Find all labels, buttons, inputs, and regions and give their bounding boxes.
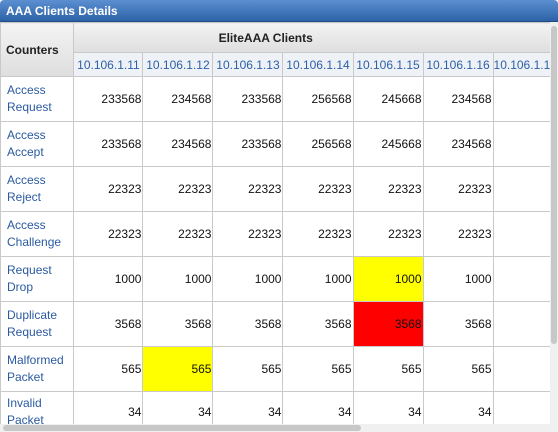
counter-label-line: Access [7,128,46,142]
ip-column-header[interactable]: 10.106.1.13 [212,52,284,77]
table-cell: 234568 [422,121,494,167]
table-cell: 1000 [212,256,284,302]
counter-label[interactable]: Access Reject [0,166,75,212]
counters-header[interactable]: Counters [0,22,75,77]
clients-table: Counters EliteAAA Clients 10.106.1.11 10.… [0,22,558,432]
table-cell: 22323 [212,166,284,212]
table-cell: 1000 [282,256,354,302]
table-cell: 22323 [142,211,214,257]
table-cell: 1000 [352,256,424,302]
panel-title: AAA Clients Details [6,4,118,18]
table-cell: 233568 [73,76,144,122]
ip-column-header[interactable]: 10.106.1.17 [492,52,558,77]
counter-label[interactable]: Duplicate Request [0,301,75,347]
table-cell: 22323 [282,166,354,212]
counter-label-line: Duplicate [7,308,58,322]
ip-column-header[interactable]: 10.106.1.14 [282,52,354,77]
table-cell: 3568 [73,301,144,347]
counter-label-line: Packet [7,412,44,427]
table-cell: 256568 [282,121,354,167]
ip-column-header[interactable]: 10.106.1.16 [422,52,494,77]
counter-label[interactable]: Access Accept [0,121,75,167]
counter-label-line: Access [7,83,46,97]
table-cell: 245668 [352,121,424,167]
table-cell: 233568 [212,76,284,122]
table-row: Duplicate Request 3568 3568 3568 3568 3568 3568 [0,301,558,347]
table-cell [492,256,558,302]
horizontal-scroll-thumb[interactable] [3,425,361,431]
table-cell: 22323 [282,211,354,257]
table-cell: 233568 [73,121,144,167]
table-cell: 565 [73,346,144,392]
counter-label-line: Drop [7,280,34,294]
table-cell: 22323 [352,166,424,212]
panel-titlebar: AAA Clients Details [0,0,558,22]
table-cell: 3568 [282,301,354,347]
table-cell [492,76,558,122]
counter-label[interactable]: Request Drop [0,256,75,302]
counter-label-line: Packet [7,370,44,384]
table-row: Request Drop 1000 1000 1000 1000 1000 1000 [0,256,558,302]
counter-label-line: Accept [7,145,44,159]
counter-label-line: Access [7,218,46,232]
table-cell: 256568 [282,76,354,122]
table-cell: 565 [282,346,354,392]
ip-column-header[interactable]: 10.106.1.12 [142,52,214,77]
table-cell: 22323 [73,166,144,212]
table-cell: 565 [142,346,214,392]
table-cell [492,121,558,167]
counter-label-line: Access [7,173,46,187]
table-row: Access Reject 22323 22323 22323 22323 22323 223… [0,166,558,212]
table-cell: 233568 [212,121,284,167]
counter-label-line: Invalid [7,395,42,410]
table-row: Access Challenge 22323 22323 22323 22323 22323… [0,211,558,257]
counter-label-line: Request [7,100,52,114]
counter-label[interactable]: Access Request [0,76,75,122]
counter-label-line: Challenge [7,235,62,249]
table-row: Access Accept 233568 234568 233568 256568 2456… [0,121,558,167]
table-cell: 22323 [422,166,494,212]
table-cell: 245668 [352,76,424,122]
counter-label-line: Reject [7,190,42,204]
group-header: EliteAAA Clients [73,22,558,53]
table-cell: 1000 [73,256,144,302]
table-cell: 234568 [422,76,494,122]
table-cell: 22323 [422,211,494,257]
table-cell: 3568 [212,301,284,347]
table-cell: 3568 [142,301,214,347]
table-cell: 3568 [422,301,494,347]
table-cell: 234568 [142,121,214,167]
table-cell: 22323 [142,166,214,212]
table-cell [492,166,558,212]
table-cell: 1000 [142,256,214,302]
vertical-scroll-thumb[interactable] [551,26,557,344]
table-row: Access Request 233568 234568 233568 256568 245… [0,76,558,122]
ip-header-row: 10.106.1.11 10.106.1.12 10.106.1.13 10.106.… [1,52,558,77]
ip-column-header[interactable]: 10.106.1.11 [73,52,144,77]
table-cell: 234568 [142,76,214,122]
table-cell [492,346,558,392]
counter-label-line: Request [7,263,52,277]
table-cell: 22323 [352,211,424,257]
table-cell: 22323 [73,211,144,257]
counter-label[interactable]: Access Challenge [0,211,75,257]
table-cell [492,211,558,257]
table-cell: 565 [422,346,494,392]
table-body: Access Request 233568 234568 233568 256568 245… [0,76,558,432]
group-header-label: EliteAAA Clients [218,30,313,45]
counter-label[interactable]: Malformed Packet [0,346,75,392]
counter-label-line: Malformed [7,353,64,367]
counter-label-line: Request [7,325,52,339]
table-cell: 565 [352,346,424,392]
table-cell: 3568 [352,301,424,347]
table-cell: 1000 [422,256,494,302]
table-cell [492,301,558,347]
table-row: Malformed Packet 565 565 565 565 565 565 [0,346,558,392]
ip-column-header[interactable]: 10.106.1.15 [352,52,424,77]
table-cell: 565 [212,346,284,392]
table-cell: 22323 [212,211,284,257]
